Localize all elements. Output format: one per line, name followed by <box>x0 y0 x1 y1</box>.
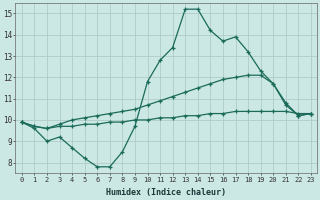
X-axis label: Humidex (Indice chaleur): Humidex (Indice chaleur) <box>106 188 226 197</box>
